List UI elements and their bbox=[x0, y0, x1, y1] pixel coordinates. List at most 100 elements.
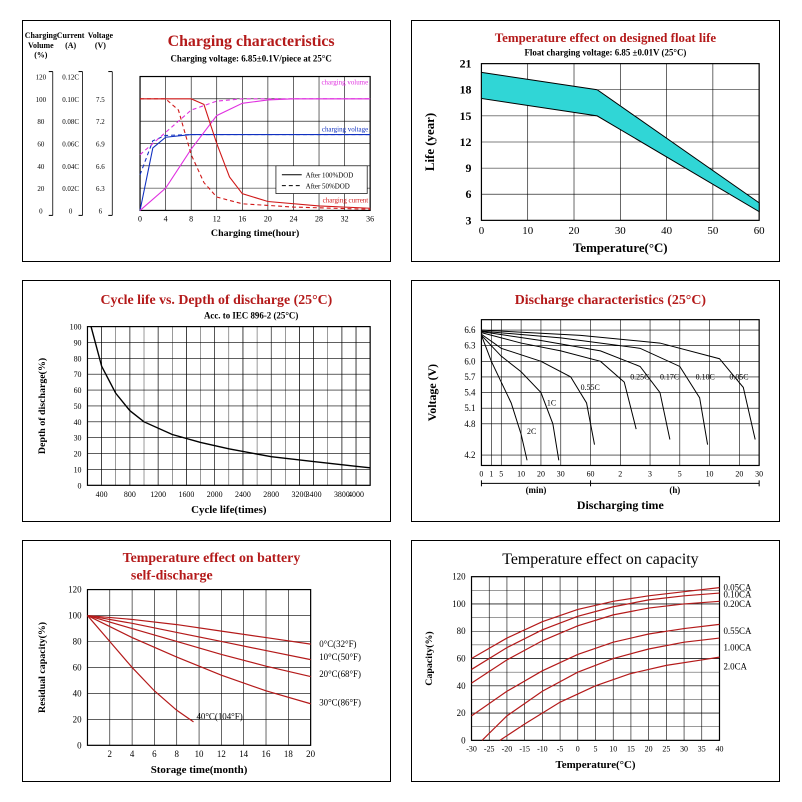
svg-text:0.10CA: 0.10CA bbox=[723, 589, 752, 599]
svg-text:20: 20 bbox=[735, 469, 743, 478]
svg-text:40: 40 bbox=[457, 681, 466, 691]
svg-text:0: 0 bbox=[69, 207, 73, 215]
svg-text:6: 6 bbox=[99, 207, 103, 215]
svg-text:10: 10 bbox=[706, 469, 714, 478]
svg-text:Voltage (V): Voltage (V) bbox=[425, 364, 439, 421]
svg-text:(V): (V) bbox=[95, 41, 106, 50]
svg-text:4: 4 bbox=[130, 749, 135, 759]
svg-text:800: 800 bbox=[124, 490, 136, 499]
svg-text:1C: 1C bbox=[547, 399, 556, 408]
svg-text:-20: -20 bbox=[502, 744, 513, 753]
svg-text:1200: 1200 bbox=[150, 490, 166, 499]
panel-capacity-temp: Temperature effect on capacity-30-25-20-… bbox=[411, 540, 780, 782]
svg-text:5: 5 bbox=[678, 469, 682, 478]
svg-text:Discharge characteristics (25°: Discharge characteristics (25°C) bbox=[515, 293, 707, 308]
svg-text:4.2: 4.2 bbox=[464, 450, 475, 460]
svg-text:5.4: 5.4 bbox=[464, 388, 476, 398]
svg-text:Voltage: Voltage bbox=[88, 31, 114, 40]
svg-text:20: 20 bbox=[537, 469, 545, 478]
panel-self-discharge: Temperature effect on battery self-discha… bbox=[22, 540, 391, 782]
svg-text:6.3: 6.3 bbox=[96, 185, 105, 193]
svg-text:3: 3 bbox=[648, 469, 652, 478]
chart-charging: Charging characteristicsCharging voltage… bbox=[23, 21, 390, 261]
svg-text:25: 25 bbox=[662, 744, 670, 753]
panel-cycle-life: Cycle life vs. Depth of discharge (25°C)… bbox=[22, 280, 391, 522]
svg-text:80: 80 bbox=[74, 354, 82, 363]
svg-text:-5: -5 bbox=[557, 744, 564, 753]
svg-text:0: 0 bbox=[77, 740, 82, 750]
svg-text:20: 20 bbox=[645, 744, 653, 753]
svg-text:0.10C: 0.10C bbox=[696, 373, 715, 382]
svg-text:2000: 2000 bbox=[207, 490, 223, 499]
svg-text:Charging time(hour): Charging time(hour) bbox=[211, 228, 299, 239]
svg-text:2800: 2800 bbox=[263, 490, 279, 499]
chart-self-discharge: Temperature effect on battery self-discha… bbox=[23, 541, 390, 781]
svg-text:Temperature effect on battery: Temperature effect on battery bbox=[123, 551, 301, 566]
svg-text:100: 100 bbox=[70, 323, 82, 332]
svg-text:2: 2 bbox=[618, 469, 622, 478]
svg-text:Temperature effect on designed: Temperature effect on designed float lif… bbox=[495, 31, 717, 45]
svg-text:self-discharge: self-discharge bbox=[131, 569, 213, 584]
svg-text:Charging characteristics: Charging characteristics bbox=[168, 33, 335, 50]
svg-text:12: 12 bbox=[460, 135, 472, 149]
svg-text:100: 100 bbox=[452, 599, 466, 609]
svg-text:1600: 1600 bbox=[178, 490, 194, 499]
svg-text:(A): (A) bbox=[65, 41, 76, 50]
svg-text:After 50%DOD: After 50%DOD bbox=[306, 183, 350, 191]
svg-text:charging current: charging current bbox=[323, 196, 369, 204]
svg-text:30: 30 bbox=[74, 434, 82, 443]
svg-text:7.5: 7.5 bbox=[96, 96, 105, 104]
svg-text:Residual capacity(%): Residual capacity(%) bbox=[37, 622, 48, 713]
svg-text:Current: Current bbox=[57, 31, 85, 40]
svg-text:6.3: 6.3 bbox=[464, 341, 476, 351]
svg-text:30: 30 bbox=[680, 744, 688, 753]
svg-text:20: 20 bbox=[306, 749, 315, 759]
svg-text:charging voltage: charging voltage bbox=[322, 126, 368, 134]
svg-text:30: 30 bbox=[615, 225, 626, 237]
svg-text:50: 50 bbox=[707, 225, 718, 237]
svg-text:2400: 2400 bbox=[235, 490, 251, 499]
svg-text:0.10C: 0.10C bbox=[62, 96, 79, 104]
svg-text:3400: 3400 bbox=[306, 490, 322, 499]
svg-text:8: 8 bbox=[175, 749, 180, 759]
svg-text:Capacity(%): Capacity(%) bbox=[424, 631, 435, 685]
svg-text:5.1: 5.1 bbox=[464, 403, 475, 413]
svg-text:(min): (min) bbox=[526, 485, 547, 495]
svg-text:12: 12 bbox=[213, 214, 221, 223]
chart-cycle-life: Cycle life vs. Depth of discharge (25°C)… bbox=[23, 281, 390, 521]
svg-text:(%): (%) bbox=[34, 51, 48, 60]
svg-text:40: 40 bbox=[74, 418, 82, 427]
svg-text:80: 80 bbox=[457, 626, 466, 636]
svg-text:-15: -15 bbox=[519, 744, 530, 753]
svg-text:6.6: 6.6 bbox=[464, 325, 476, 335]
svg-text:0.12C: 0.12C bbox=[62, 74, 79, 82]
svg-text:35: 35 bbox=[698, 744, 706, 753]
svg-text:20: 20 bbox=[73, 714, 82, 724]
svg-text:10: 10 bbox=[609, 744, 617, 753]
svg-text:6.6: 6.6 bbox=[96, 163, 105, 171]
svg-text:6.9: 6.9 bbox=[96, 140, 105, 148]
svg-text:15: 15 bbox=[460, 109, 472, 123]
svg-text:-10: -10 bbox=[537, 744, 548, 753]
svg-text:5.7: 5.7 bbox=[464, 372, 476, 382]
svg-text:50: 50 bbox=[74, 402, 82, 411]
svg-text:-30: -30 bbox=[466, 744, 477, 753]
svg-text:Temperature(°C): Temperature(°C) bbox=[573, 241, 668, 255]
svg-text:0.17C: 0.17C bbox=[660, 373, 679, 382]
svg-text:Acc. to IEC 896-2 (25°C): Acc. to IEC 896-2 (25°C) bbox=[204, 311, 298, 321]
svg-text:20°C(68°F): 20°C(68°F) bbox=[319, 669, 361, 679]
svg-text:0.25C: 0.25C bbox=[630, 373, 649, 382]
svg-text:1.00CA: 1.00CA bbox=[723, 643, 752, 653]
svg-text:60: 60 bbox=[37, 140, 44, 148]
svg-text:0: 0 bbox=[461, 735, 466, 745]
svg-text:4000: 4000 bbox=[348, 490, 364, 499]
svg-text:90: 90 bbox=[74, 338, 82, 347]
svg-text:16: 16 bbox=[262, 749, 271, 759]
svg-text:8: 8 bbox=[189, 214, 193, 223]
svg-text:40: 40 bbox=[716, 744, 724, 753]
chart-discharge: Discharge characteristics (25°C)4.24.85.… bbox=[412, 281, 779, 521]
svg-text:40°C(104°F): 40°C(104°F) bbox=[196, 712, 242, 722]
svg-text:18: 18 bbox=[460, 83, 472, 97]
svg-text:0.02C: 0.02C bbox=[62, 185, 79, 193]
svg-text:20: 20 bbox=[457, 708, 466, 718]
